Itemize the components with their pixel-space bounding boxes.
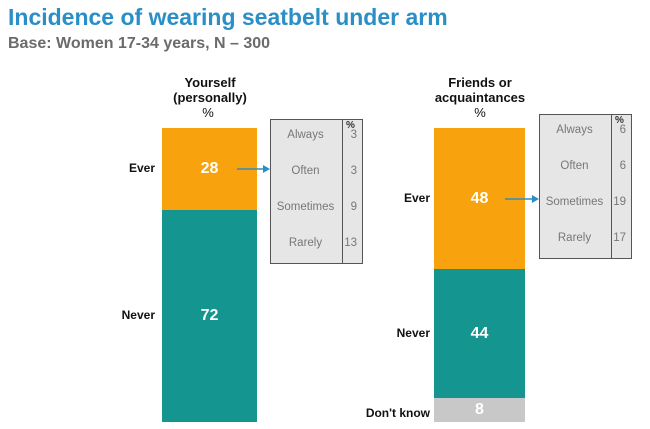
chart1-value-never: 72 (200, 307, 219, 325)
chart1-breakdown-unit: % (346, 120, 355, 131)
chart2-breakdown-label-always: Always (556, 124, 593, 136)
chart2-breakdown-label-sometimes: Sometimes (545, 196, 604, 208)
chart2-title-line2: acquaintances (434, 90, 526, 105)
chart2-value-don-t-know: 8 (475, 401, 484, 419)
chart2-breakdown-divider (611, 115, 612, 258)
chart2-breakdown-value-sometimes: 19 (613, 196, 626, 208)
chart1-breakdown-label-always: Always (287, 129, 324, 141)
chart1-breakdown-label-rarely: Rarely (288, 237, 323, 249)
chart1-breakdown-value-rarely: 13 (344, 237, 357, 249)
chart1-title-line2: (personally) (173, 90, 247, 105)
chart-title: Incidence of wearing seatbelt under arm (8, 4, 448, 30)
chart2-unit: % (474, 105, 486, 120)
chart2-breakdown-value-always: 6 (619, 124, 626, 136)
chart2-category-ever: Ever (403, 190, 430, 205)
chart1-title: Yourself (personally) (150, 75, 270, 105)
chart2-breakdown-value-often: 6 (619, 160, 626, 172)
chart2-breakdown-label-often: Often (560, 160, 589, 172)
chart2-breakdown-unit: % (615, 115, 624, 126)
chart2-breakdown-value-rarely: 17 (613, 232, 626, 244)
chart2-category-never: Never (396, 325, 430, 340)
chart2-value-ever: 48 (470, 189, 489, 207)
chart1-unit: % (202, 105, 214, 120)
chart1-breakdown-box (270, 119, 363, 264)
chart2-title-line1: Friends or (448, 75, 512, 90)
chart2-category-don-t-know: Don't know (365, 406, 430, 421)
chart2-segment-don-t-know: 8 (434, 398, 525, 422)
chart1-breakdown-label-often: Often (291, 165, 320, 177)
chart1-arrow-icon (237, 165, 270, 174)
chart1-segment-never: 72 (162, 210, 257, 422)
chart-subtitle: Base: Women 17-34 years, N – 300 (8, 35, 271, 52)
chart1-breakdown-divider (342, 120, 343, 263)
chart1-category-ever: Ever (128, 161, 155, 176)
chart1-breakdown-value-often: 3 (350, 165, 357, 177)
chart2-breakdown-label-rarely: Rarely (557, 232, 592, 244)
chart1-title-line1: Yourself (184, 75, 236, 90)
chart2-value-never: 44 (470, 324, 489, 342)
chart1-breakdown-value-always: 3 (350, 129, 357, 141)
chart1-category-never: Never (121, 308, 155, 323)
chart2-breakdown-box (539, 114, 632, 259)
chart1-breakdown-value-sometimes: 9 (350, 201, 357, 213)
chart2-title: Friends or acquaintances (410, 75, 550, 105)
chart2-arrow-icon (505, 194, 539, 203)
chart1-breakdown-label-sometimes: Sometimes (276, 201, 335, 213)
chart1-value-ever: 28 (200, 160, 219, 178)
chart2-segment-never: 44 (434, 269, 525, 399)
